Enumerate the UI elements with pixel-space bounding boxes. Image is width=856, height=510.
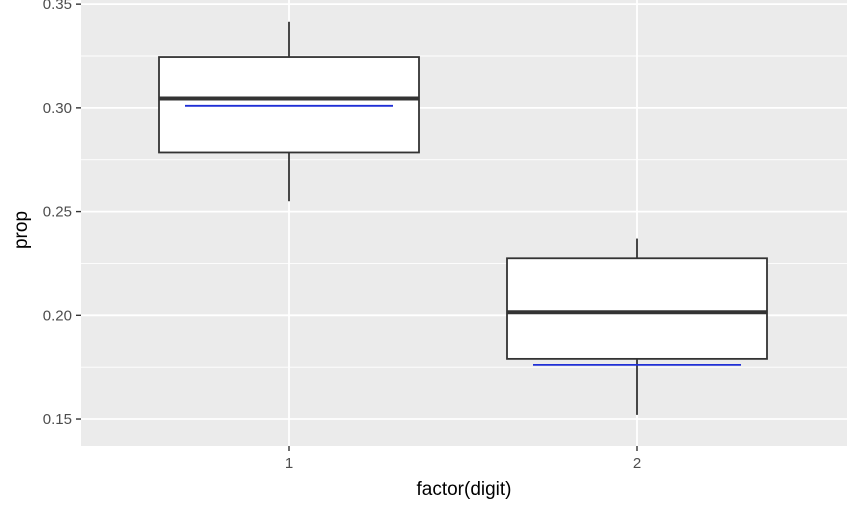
minor-gridlines <box>81 55 847 368</box>
y-axis-title: prop <box>11 211 32 249</box>
x-axis-title: factor(digit) <box>416 479 511 500</box>
box-group <box>506 238 768 415</box>
y-tick-label: 0.30 <box>43 100 72 117</box>
box-body <box>158 56 420 154</box>
y-tick-label: 0.15 <box>43 411 72 428</box>
box-marks <box>158 21 768 415</box>
x-tick-label: 1 <box>285 455 293 472</box>
box-body <box>506 257 768 360</box>
x-tick-label: 2 <box>633 455 641 472</box>
y-axis: 0.15 0.20 0.25 0.30 0.35 <box>43 0 81 428</box>
y-tick-label: 0.35 <box>43 0 72 13</box>
y-tick-label: 0.25 <box>43 204 72 221</box>
y-tick-label: 0.20 <box>43 307 72 324</box>
box-group <box>158 21 420 202</box>
